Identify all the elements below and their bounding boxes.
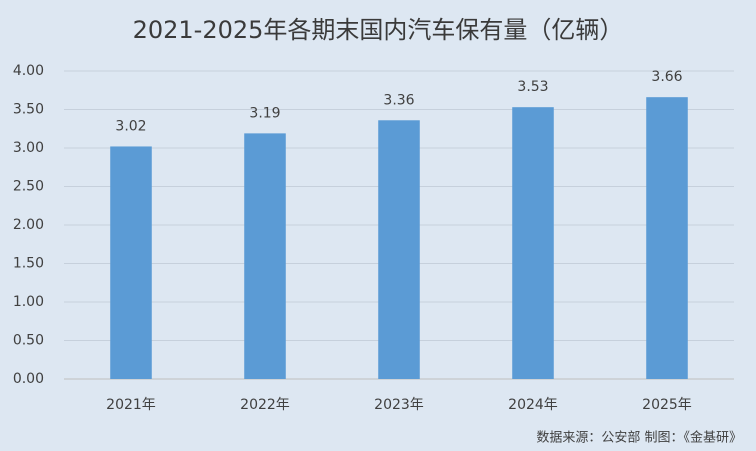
y-tick-label: 2.00 — [13, 217, 44, 233]
y-tick-label: 0.00 — [13, 371, 44, 387]
value-label: 3.02 — [115, 118, 146, 134]
source-note: 数据来源：公安部 制图：《金基研》 — [536, 430, 742, 446]
y-tick-label: 3.00 — [13, 140, 44, 156]
chart-title: 2021-2025年各期末国内汽车保有量（亿辆） — [133, 16, 624, 44]
y-tick-label: 1.00 — [13, 294, 44, 310]
value-label: 3.19 — [249, 105, 280, 121]
value-label: 3.53 — [517, 79, 548, 95]
x-tick-label: 2025年 — [642, 397, 692, 413]
bar — [378, 120, 420, 379]
bar — [110, 146, 152, 379]
value-label: 3.66 — [651, 69, 682, 85]
y-tick-label: 4.00 — [13, 63, 44, 79]
x-tick-label: 2023年 — [374, 397, 424, 413]
bar — [244, 133, 286, 379]
bar — [646, 97, 688, 380]
value-label: 3.36 — [383, 92, 414, 108]
bar — [512, 107, 554, 379]
y-tick-label: 2.50 — [13, 179, 44, 195]
y-tick-label: 1.50 — [13, 256, 44, 272]
x-tick-label: 2022年 — [240, 397, 290, 413]
y-tick-label: 3.50 — [13, 102, 44, 118]
x-tick-label: 2021年 — [106, 397, 156, 413]
x-tick-label: 2024年 — [508, 397, 558, 413]
y-tick-label: 0.50 — [13, 333, 44, 349]
